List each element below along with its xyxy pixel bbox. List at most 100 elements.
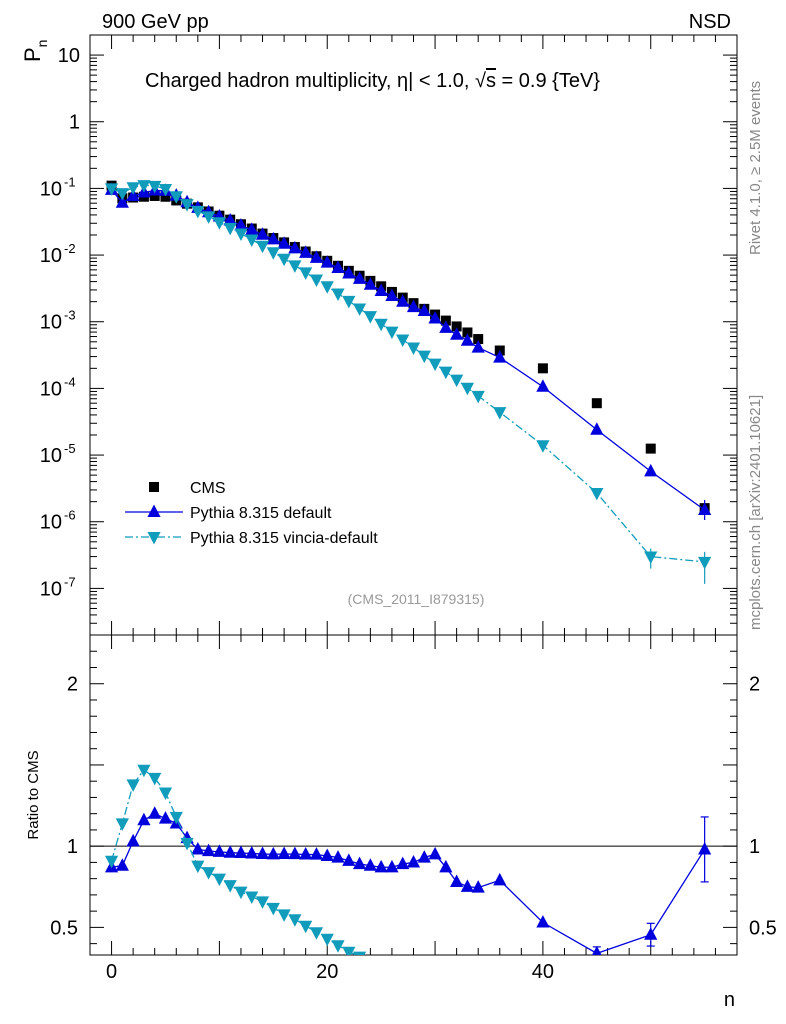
pythia-8-315-vincia-default-ratio-point: [266, 902, 280, 916]
cms-point: [451, 321, 462, 332]
pythia-8-315-vincia-default-ratio-point: [202, 867, 216, 880]
pythia-8-315-vincia-default-ratio-point: [126, 779, 140, 792]
pythia-8-315-default-point: [406, 299, 421, 313]
pythia-8-315-default-ratio-point: [644, 927, 658, 940]
pythia-8-315-vincia-default-point: [406, 342, 421, 355]
pythia-8-315-default-ratio-point: [223, 845, 237, 858]
pythia-8-315-default-ratio-point: [202, 843, 216, 857]
pythia-8-315-vincia-default-point: [255, 240, 270, 254]
pythia-8-315-vincia-default-point: [223, 222, 237, 236]
header-left-label: 900 GeV pp: [102, 11, 209, 33]
title-text-2: | < 1.0,: [408, 70, 475, 92]
pythia-8-315-default-point: [255, 227, 270, 240]
legend-label-cms: CMS: [190, 480, 226, 497]
pythia-8-315-vincia-default-point: [342, 295, 356, 309]
pythia-8-315-vincia-default-point: [158, 183, 173, 197]
pythia-8-315-vincia-default-ratio-point: [299, 920, 313, 934]
x-tick-label: 40: [532, 961, 554, 983]
pythia-8-315-default-ratio-point: [396, 856, 410, 870]
pythia-8-315-default-point: [234, 218, 248, 231]
pythia-8-315-vincia-default-ratio-point: [169, 811, 183, 825]
pythia-8-315-default-ratio-point: [191, 841, 205, 855]
pythia-8-315-default-ratio-point: [212, 844, 226, 857]
y-tick-exponent: -1: [64, 174, 76, 189]
cms-point: [160, 191, 171, 202]
title-eta: η: [397, 70, 408, 92]
pythia-8-315-default-ratio-point: [471, 880, 485, 893]
pythia-8-315-default-ratio-point: [352, 856, 367, 870]
pythia-8-315-default-point: [439, 320, 453, 333]
pythia-8-315-default-point: [309, 250, 324, 263]
pythia-8-315-default-ratio-point: [536, 915, 550, 928]
pythia-8-315-default-ratio-point: [428, 846, 442, 860]
y-tick-label: 10: [40, 245, 62, 267]
pythia-8-315-default-ratio-point: [460, 879, 475, 892]
pythia-8-315-vincia-default-point: [374, 318, 388, 332]
rivet-version-label: Rivet 4.1.0, ≥ 2.5M events: [747, 81, 764, 255]
pythia-8-315-vincia-default-point: [309, 274, 324, 287]
pythia-8-315-default-point: [352, 271, 367, 284]
pythia-8-315-default-ratio-point: [331, 850, 345, 863]
pythia-8-315-default-ratio-point: [374, 859, 388, 873]
pythia-8-315-vincia-default-ratio-point: [342, 946, 356, 955]
analysis-tag: (CMS_2011_I879315): [348, 591, 485, 607]
pythia-8-315-default-ratio-point: [592, 945, 602, 955]
ratio-plot-frame: [89, 634, 738, 956]
pythia-8-315-default-ratio-point: [450, 874, 464, 887]
pythia-8-315-vincia-default-ratio-point: [320, 933, 334, 947]
y-tick-label: 10: [40, 578, 62, 600]
pythia-8-315-default-point: [396, 294, 410, 307]
pythia-8-315-vincia-default-point: [417, 350, 431, 364]
pythia-8-315-vincia-default-ratio-point: [245, 891, 259, 904]
y-label-base: P: [20, 47, 45, 62]
ratio-y-tick-label-left: 2: [67, 674, 78, 696]
pythia-8-315-vincia-default-point: [104, 183, 119, 196]
pythia-8-315-vincia-default-point: [352, 303, 367, 316]
pythia-8-315-vincia-default-ratio-point: [277, 909, 291, 922]
pythia-8-315-vincia-default-point: [331, 288, 345, 301]
pythia-8-315-vincia-default-point: [169, 191, 183, 204]
x-tick-label: 0: [106, 961, 117, 983]
y-tick-label: 10: [40, 378, 62, 400]
pythia-8-315-default-ratio-point: [698, 841, 712, 855]
pythia-8-315-vincia-default-point: [191, 205, 205, 219]
y-tick-exponent: -3: [64, 308, 76, 323]
pythia-8-315-default-point: [590, 422, 604, 435]
y-tick-exponent: -2: [64, 241, 76, 256]
y-tick-label: 10: [40, 312, 62, 334]
ratio-y-tick-label-left: 1: [67, 836, 78, 858]
pythia-8-315-default-point: [450, 327, 464, 340]
pythia-8-315-vincia-default-ratio-line: [110, 768, 358, 955]
pythia-8-315-default-point: [536, 379, 550, 392]
pythia-8-315-default-point: [223, 213, 237, 226]
pythia-8-315-vincia-default-ratio-point: [288, 914, 302, 927]
pythia-8-315-vincia-default-point: [299, 267, 313, 280]
pythia-8-315-default-point: [493, 350, 507, 363]
pythia-8-315-vincia-default-ratio-point: [137, 764, 151, 778]
y-tick-label: 10: [40, 512, 62, 534]
y-tick-label: 10: [40, 445, 62, 467]
pythia-8-315-vincia-default-point: [536, 440, 550, 453]
pythia-8-315-vincia-default-ratio-point: [104, 855, 119, 869]
pythia-8-315-vincia-default-ratio-point: [223, 880, 237, 893]
ratio-y-tick-label-left: 0.5: [50, 917, 78, 939]
main-plot-frame: [89, 34, 738, 636]
pythia-8-315-vincia-default-ratio-point: [234, 886, 248, 900]
pythia-8-315-default-point: [277, 236, 291, 249]
x-tick-label: 20: [316, 961, 338, 983]
pythia-8-315-vincia-default-point: [115, 188, 129, 201]
pythia-8-315-default-point: [320, 255, 334, 268]
pythia-8-315-vincia-default-point: [590, 487, 604, 501]
y-axis-label-main: Pn: [20, 40, 50, 62]
pythia-8-315-default-ratio-point: [299, 847, 313, 860]
pythia-8-315-vincia-default-point: [450, 374, 464, 388]
y-tick-label: 10: [40, 178, 62, 200]
pythia-8-315-default-point: [363, 277, 377, 290]
pythia-8-315-default-ratio-point: [137, 812, 151, 826]
pythia-8-315-default-point: [331, 260, 345, 274]
pythia-8-315-default-ratio-point: [126, 833, 140, 847]
pythia-8-315-vincia-default-point: [234, 228, 248, 242]
ratio-y-tick-label-right: 1: [749, 836, 760, 858]
pythia-8-315-default-point: [428, 311, 442, 324]
pythia-8-315-default-point: [460, 333, 475, 346]
